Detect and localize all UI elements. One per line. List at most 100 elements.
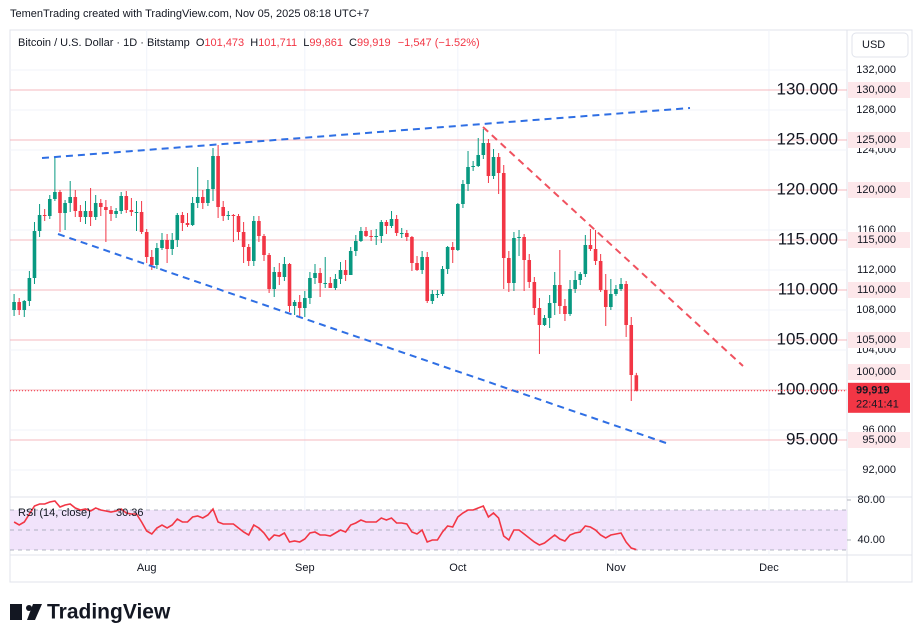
candle-body bbox=[476, 155, 481, 166]
candle-body bbox=[364, 231, 368, 236]
candle-body bbox=[124, 196, 129, 210]
y-tick-label: 112,000 bbox=[857, 264, 896, 276]
candle-body bbox=[537, 308, 542, 325]
candle-body bbox=[405, 233, 409, 237]
y-tick-label: 132,000 bbox=[856, 64, 896, 76]
candle-body bbox=[425, 257, 430, 301]
candle-body bbox=[399, 233, 404, 234]
candle-body bbox=[201, 197, 205, 203]
candle-body bbox=[149, 257, 154, 265]
candle-body bbox=[359, 231, 363, 241]
legend-change: −1,547 (−1.52%) bbox=[398, 37, 480, 49]
candle-body bbox=[323, 283, 328, 284]
candle-body bbox=[466, 167, 470, 184]
candle-body bbox=[165, 240, 169, 249]
currency-button[interactable] bbox=[851, 32, 909, 58]
x-tick-label: Aug bbox=[137, 562, 157, 574]
candle-body bbox=[338, 270, 343, 279]
candle-body bbox=[578, 274, 583, 280]
x-tick-label: Sep bbox=[295, 562, 315, 574]
level-tag bbox=[848, 332, 910, 348]
candle-body bbox=[88, 211, 93, 217]
candle-body bbox=[98, 203, 103, 207]
countdown-label: 22:41:41 bbox=[856, 399, 899, 411]
candle-body bbox=[139, 212, 144, 232]
rsi-tick-label: 80.00 bbox=[857, 494, 885, 506]
level-tag-label: 115,000 bbox=[857, 234, 896, 246]
rsi-tick-label: 40.00 bbox=[857, 534, 885, 546]
legend-c: C bbox=[349, 37, 357, 49]
legend-high: 101,711 bbox=[258, 37, 297, 49]
candle-body bbox=[292, 302, 297, 306]
candle-body bbox=[333, 279, 338, 288]
candle-body bbox=[430, 294, 435, 301]
candle-body bbox=[624, 284, 628, 325]
level-tag bbox=[848, 232, 910, 248]
candle-body bbox=[17, 302, 21, 310]
level-label: 110.000 bbox=[778, 279, 838, 298]
candle-body bbox=[313, 273, 317, 278]
currency-label: USD bbox=[862, 39, 885, 51]
candle-body bbox=[354, 241, 358, 251]
attribution: TemenTrading created with TradingView.co… bbox=[10, 8, 369, 20]
candle-body bbox=[588, 245, 593, 249]
x-tick-label: Oct bbox=[449, 562, 466, 574]
candle-body bbox=[170, 240, 174, 249]
level-label: 125.000 bbox=[777, 129, 838, 148]
candle-body bbox=[297, 302, 302, 308]
candle-body bbox=[134, 212, 139, 213]
legend-low: 99,861 bbox=[309, 37, 343, 49]
candle-body bbox=[119, 196, 123, 211]
candle-body bbox=[496, 157, 501, 173]
candle-body bbox=[568, 289, 572, 314]
candle-body bbox=[109, 210, 113, 214]
level-tag bbox=[848, 82, 910, 98]
candle-body bbox=[272, 272, 277, 289]
candle-body bbox=[328, 283, 333, 288]
y-tick-label: 128,000 bbox=[856, 104, 896, 116]
legend-h: H bbox=[250, 37, 258, 49]
candle-body bbox=[573, 280, 577, 289]
candle-body bbox=[262, 236, 266, 255]
candle-body bbox=[114, 211, 118, 214]
chart-frame bbox=[9, 29, 913, 583]
legend: Bitcoin / U.S. Dollar · 1D · Bitstamp O1… bbox=[18, 37, 480, 49]
rsi-value: 30.36 bbox=[116, 507, 144, 519]
logo-mark bbox=[26, 605, 32, 611]
legend-l: L bbox=[303, 37, 309, 49]
candle-body bbox=[144, 232, 149, 257]
candle-body bbox=[527, 260, 532, 282]
candle-body bbox=[394, 219, 399, 233]
logo-text: TradingView bbox=[47, 601, 171, 624]
candle-body bbox=[435, 294, 440, 295]
candle-body bbox=[73, 197, 78, 211]
candle-body bbox=[68, 197, 72, 203]
trendline-upper bbox=[41, 107, 691, 159]
plot-area: AugSepOctNovDec92,00096,000100,000104,00… bbox=[10, 30, 912, 582]
legend-o: O bbox=[196, 37, 205, 49]
candle-body bbox=[32, 231, 37, 278]
candle-body bbox=[287, 264, 292, 306]
logo-mark bbox=[10, 604, 22, 620]
legend-close: 99,919 bbox=[357, 37, 391, 49]
level-label: 95.000 bbox=[786, 429, 838, 448]
candle-body bbox=[481, 143, 486, 155]
level-tag-label: 95,000 bbox=[862, 434, 896, 446]
level-tag bbox=[848, 282, 910, 298]
candle-body bbox=[211, 156, 215, 189]
candle-body bbox=[563, 306, 567, 314]
candle-body bbox=[501, 173, 506, 258]
level-tag-label: 105,000 bbox=[856, 334, 896, 346]
candle-body bbox=[542, 318, 547, 325]
rsi-line bbox=[13, 500, 637, 551]
candle-body bbox=[461, 184, 465, 204]
candle-body bbox=[185, 223, 190, 225]
candle-body bbox=[486, 143, 491, 176]
candle-body bbox=[547, 303, 552, 318]
candle-body bbox=[552, 285, 557, 303]
trendline-lower bbox=[57, 233, 667, 444]
candle-body bbox=[303, 298, 307, 308]
x-tick-label: Dec bbox=[759, 562, 779, 574]
overlay: 130,000 125,000 120,000 115,000 110,000 105,0… bbox=[18, 82, 910, 519]
y-tick-label: 108,000 bbox=[856, 304, 896, 316]
